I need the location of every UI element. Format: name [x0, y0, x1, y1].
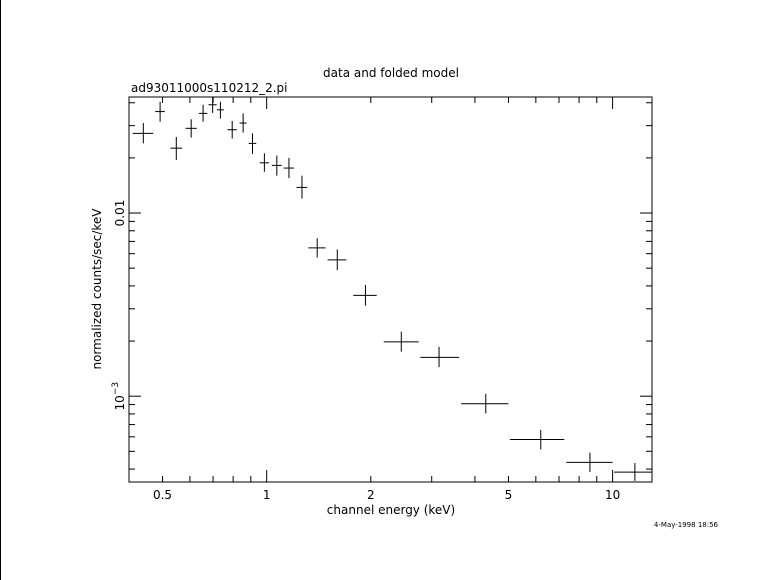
- data-point: [461, 393, 509, 414]
- y-tick-label: 10−3: [111, 382, 127, 411]
- x-tick-label: 10: [605, 488, 620, 502]
- x-axis-label: channel energy (keV): [327, 503, 455, 517]
- data-point: [308, 238, 326, 258]
- data-point: [239, 113, 247, 133]
- data-point: [248, 133, 257, 155]
- data-point: [283, 157, 295, 179]
- chart-subtitle: ad93011000s110212_2.pi: [131, 81, 288, 95]
- y-tick-labels: 0.01 10−3: [111, 200, 127, 411]
- data-point: [132, 123, 154, 144]
- chart-title: data and folded model: [323, 66, 459, 80]
- y-tick-exponent: −3: [111, 382, 121, 395]
- x-tick-label: 2: [367, 488, 375, 502]
- x-tick-label: 1: [263, 488, 271, 502]
- data-point: [509, 429, 565, 450]
- data-point: [327, 249, 347, 271]
- y-axis-label: normalized counts/sec/keV: [90, 208, 104, 370]
- data-point: [271, 155, 282, 176]
- data-point: [420, 346, 460, 368]
- data-point: [614, 462, 652, 481]
- data-point: [383, 331, 419, 352]
- data-point: [170, 137, 183, 160]
- plot-frame: [128, 96, 653, 483]
- data-points: [132, 96, 652, 481]
- data-point: [216, 101, 224, 119]
- x-tick-label: 0.5: [153, 488, 172, 502]
- x-tick-labels: 0.5 1 2 5 10: [153, 488, 620, 502]
- data-point: [566, 452, 613, 473]
- timestamp: 4-May-1998 18:56: [654, 521, 719, 529]
- data-point: [185, 119, 197, 138]
- x-tick-label: 5: [505, 488, 513, 502]
- data-point: [296, 175, 308, 199]
- data-point: [155, 101, 165, 122]
- left-border-line: [0, 0, 1, 580]
- data-point: [259, 153, 269, 172]
- data-point: [227, 121, 237, 139]
- axis-ticks: [128, 97, 652, 482]
- data-point: [353, 284, 377, 306]
- data-point: [208, 96, 217, 113]
- y-tick-label: 0.01: [113, 200, 127, 227]
- data-point: [198, 104, 208, 122]
